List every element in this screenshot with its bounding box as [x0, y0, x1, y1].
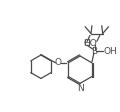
Text: OH: OH [104, 47, 117, 56]
Text: O: O [84, 39, 91, 48]
Text: B: B [91, 47, 97, 56]
Text: N: N [77, 84, 84, 93]
Text: O: O [55, 58, 62, 67]
Text: HO: HO [83, 39, 97, 48]
